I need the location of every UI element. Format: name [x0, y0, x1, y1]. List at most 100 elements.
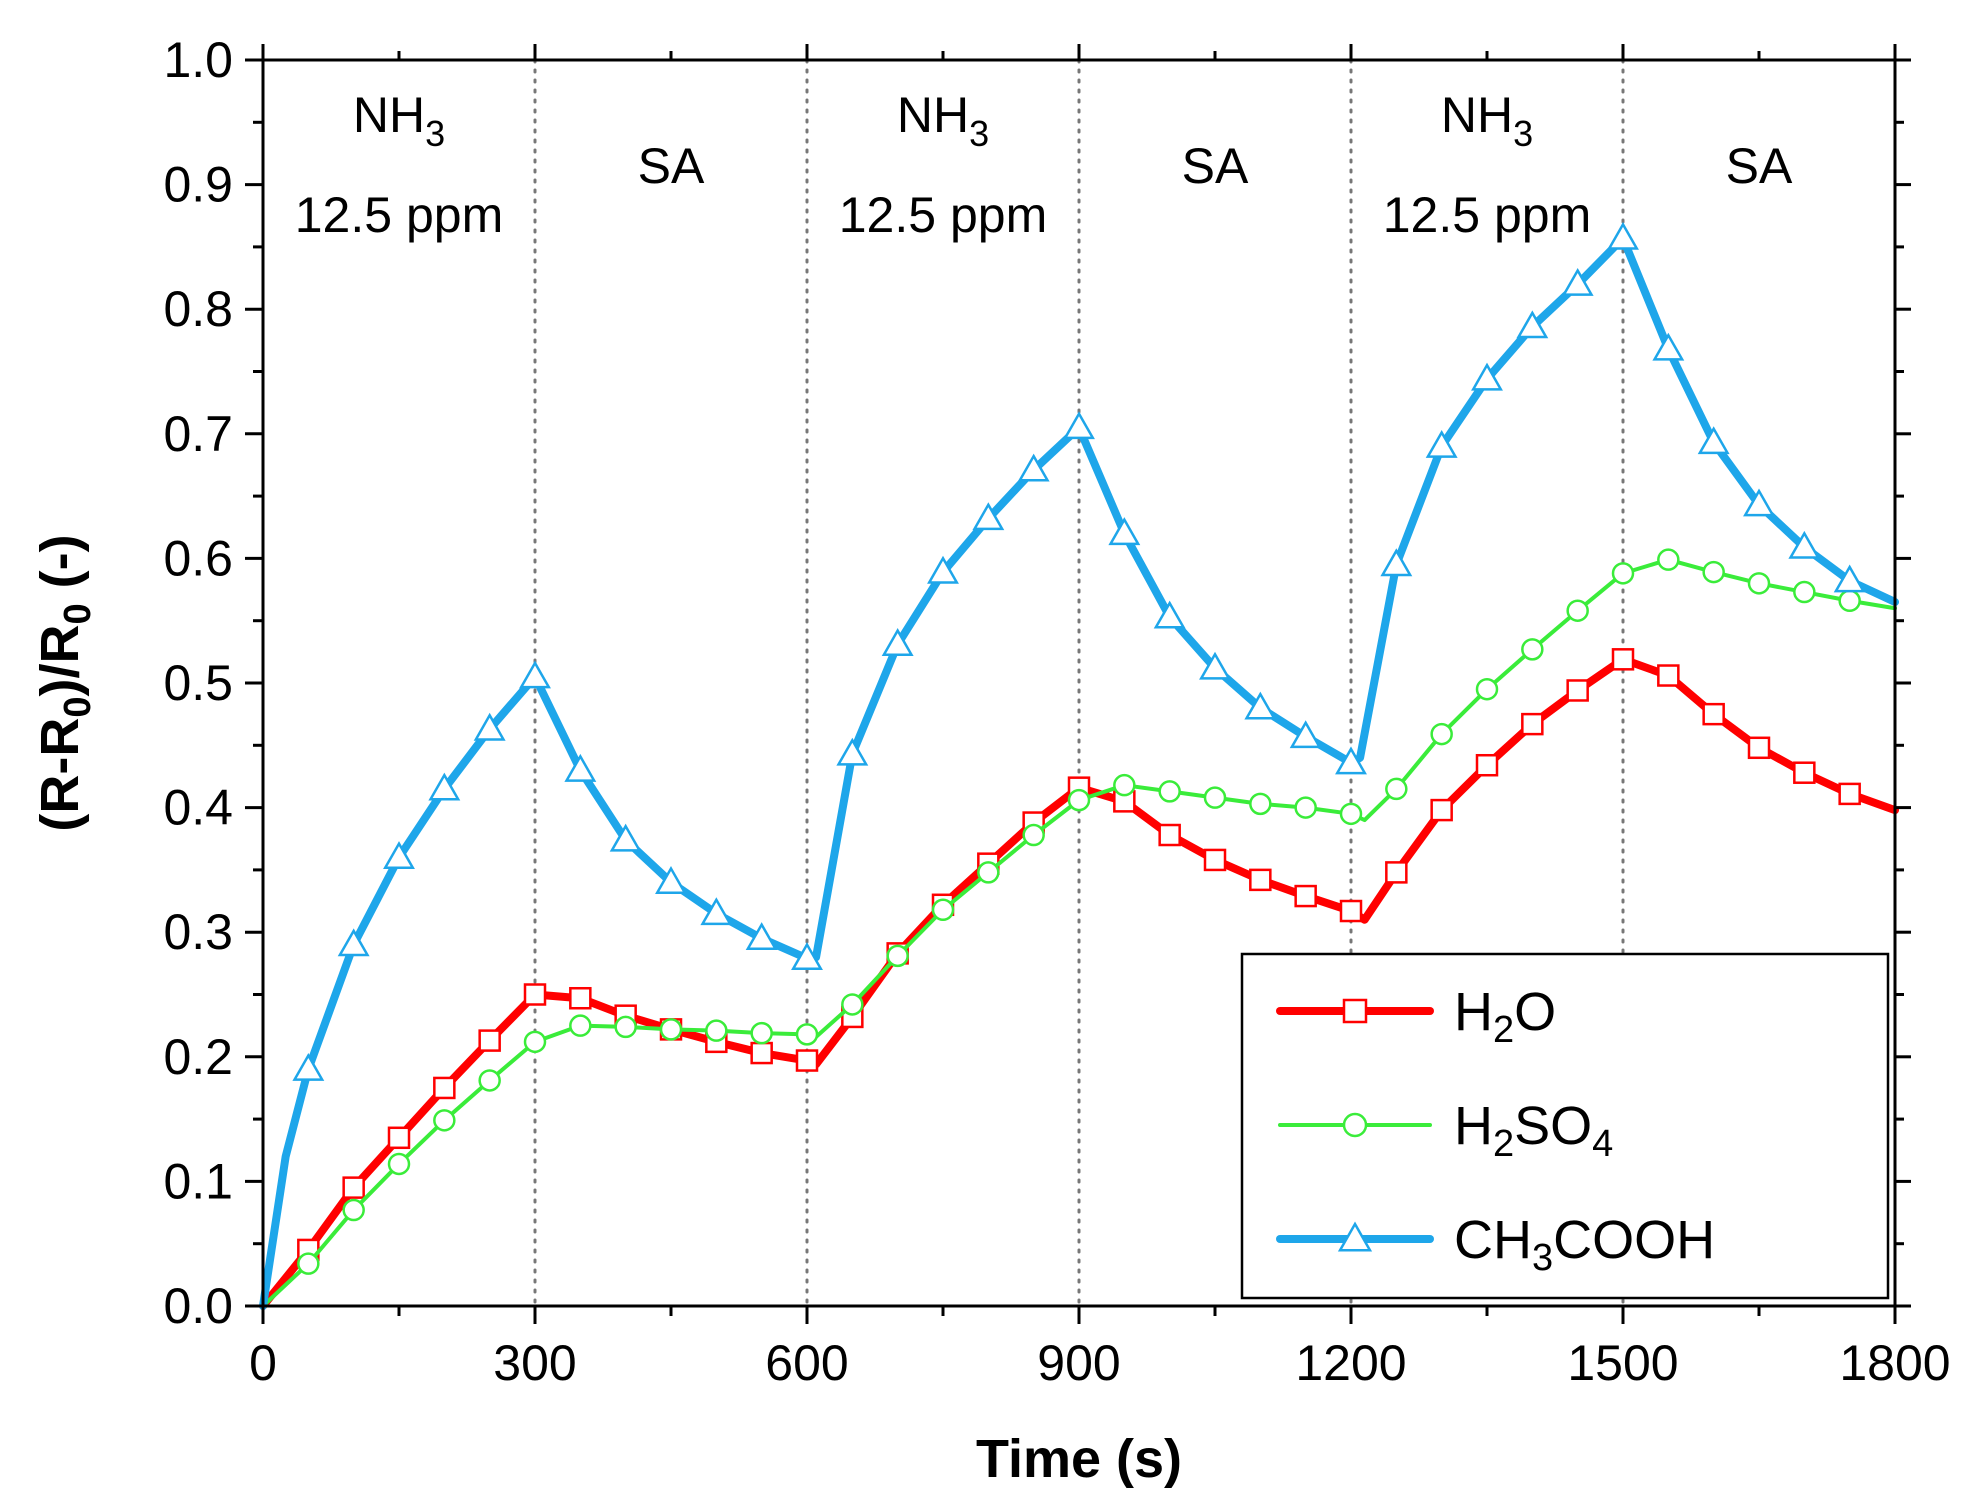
data-point-marker — [841, 993, 864, 1016]
data-point-marker — [478, 1069, 501, 1092]
x-axis-title: Time (s) — [976, 1429, 1182, 1489]
data-point-marker — [1521, 638, 1544, 661]
legend-marker — [1342, 998, 1368, 1024]
y-tick-label: 0.5 — [163, 655, 233, 711]
data-point-marker — [1747, 736, 1771, 760]
x-tick-label: 300 — [493, 1335, 576, 1391]
x-tick-label: 600 — [765, 1335, 848, 1391]
data-point-marker — [1475, 677, 1499, 701]
data-point-marker — [1657, 548, 1680, 571]
legend-label: H2O — [1454, 982, 1556, 1051]
data-point-marker — [433, 1076, 456, 1100]
data-point-marker — [1249, 792, 1272, 816]
y-tick-label: 0.1 — [163, 1153, 233, 1209]
data-point-marker — [1611, 562, 1635, 585]
data-point-marker — [886, 944, 909, 968]
data-point-marker — [387, 1126, 411, 1150]
data-point-marker — [1380, 548, 1413, 577]
data-point-marker — [564, 753, 597, 782]
data-point-marker — [519, 660, 551, 689]
data-point-marker — [569, 986, 592, 1010]
data-point-marker — [337, 928, 370, 957]
data-point-marker — [1294, 796, 1317, 819]
y-tick-label: 0.6 — [163, 530, 233, 586]
legend-label: H2SO4 — [1454, 1096, 1613, 1165]
data-point-marker — [705, 1019, 728, 1042]
data-point-marker — [1425, 429, 1458, 458]
data-point-marker — [1566, 599, 1589, 622]
data-point-marker — [428, 772, 461, 801]
data-point-marker — [1793, 580, 1816, 604]
phase-label: NH3 — [1441, 87, 1533, 154]
data-point-marker — [473, 712, 506, 741]
data-point-marker — [1244, 691, 1277, 720]
series-h2o — [259, 648, 1899, 1310]
x-tick-label: 1800 — [1839, 1335, 1950, 1391]
data-point-marker — [1838, 589, 1861, 613]
data-point-marker — [931, 898, 955, 922]
data-point-marker — [1294, 884, 1317, 908]
data-point-marker — [1793, 761, 1816, 784]
data-point-marker — [659, 1018, 683, 1041]
data-point-marker — [750, 1041, 773, 1065]
y-tick-label: 0.8 — [163, 281, 233, 337]
data-point-marker — [297, 1252, 320, 1275]
data-point-marker — [750, 1021, 773, 1045]
phase-label: SA — [1726, 138, 1793, 194]
legend-entry: H2O — [1276, 982, 1556, 1051]
data-point-marker — [1702, 560, 1725, 584]
data-point-marker — [609, 823, 642, 852]
data-point-marker — [972, 502, 1005, 531]
data-point-marker — [1652, 332, 1685, 361]
data-point-marker — [977, 861, 1000, 884]
data-point-marker — [1063, 411, 1095, 440]
data-point-marker — [1521, 712, 1544, 736]
phase-label: SA — [638, 138, 705, 194]
legend-label: CH3COOH — [1454, 1210, 1715, 1279]
legend-marker — [1337, 1221, 1373, 1252]
data-point-marker — [1335, 746, 1367, 775]
legend-marker — [1342, 1112, 1368, 1138]
data-point-marker — [292, 1052, 325, 1081]
data-point-marker — [1385, 777, 1408, 801]
data-point-marker — [1017, 453, 1050, 482]
data-point-marker — [1838, 782, 1861, 806]
data-point-marker — [791, 942, 823, 970]
data-point-marker — [1249, 868, 1272, 892]
data-point-marker — [1561, 267, 1594, 296]
y-tick-labels: 0.0 0.1 0.2 0.3 0.4 0.5 0.6 0.7 0.8 0.9 1.0 — [163, 32, 233, 1334]
x-tick-label: 0 — [249, 1335, 277, 1391]
data-point-marker — [1108, 517, 1141, 546]
series-ch3cooh — [259, 221, 1899, 1310]
data-point-marker — [1067, 788, 1091, 812]
data-point-marker — [523, 1030, 547, 1054]
data-point-marker — [614, 1015, 637, 1039]
data-point-marker — [1289, 720, 1322, 749]
y-tick-label: 0.9 — [163, 157, 233, 213]
legend-entry: CH3COOH — [1276, 1210, 1715, 1279]
data-point-marker — [383, 841, 415, 870]
legend: H2O H2SO4 CH3COOH — [1240, 952, 1890, 1300]
data-point-marker — [700, 897, 733, 926]
data-point-marker — [1471, 362, 1503, 391]
data-point-marker — [1833, 564, 1866, 593]
x-tick-label: 1200 — [1295, 1335, 1406, 1391]
data-point-marker — [1158, 780, 1181, 803]
y-tick-label: 0.0 — [163, 1278, 233, 1334]
data-point-marker — [1743, 488, 1775, 517]
y-tick-label: 0.3 — [163, 904, 233, 960]
data-point-marker — [1607, 221, 1639, 250]
data-point-marker — [795, 1049, 819, 1072]
axis-ticks — [245, 44, 1911, 1324]
data-point-marker — [1747, 572, 1771, 595]
data-point-marker — [1385, 861, 1408, 884]
y-tick-label: 0.4 — [163, 780, 233, 836]
data-point-marker — [1022, 823, 1045, 847]
data-point-marker — [1199, 651, 1231, 680]
data-point-marker — [655, 866, 687, 894]
data-point-marker — [1611, 648, 1635, 671]
phase-label: SA — [1182, 138, 1249, 194]
phase-label: NH3 — [897, 87, 989, 154]
data-point-marker — [387, 1152, 411, 1176]
